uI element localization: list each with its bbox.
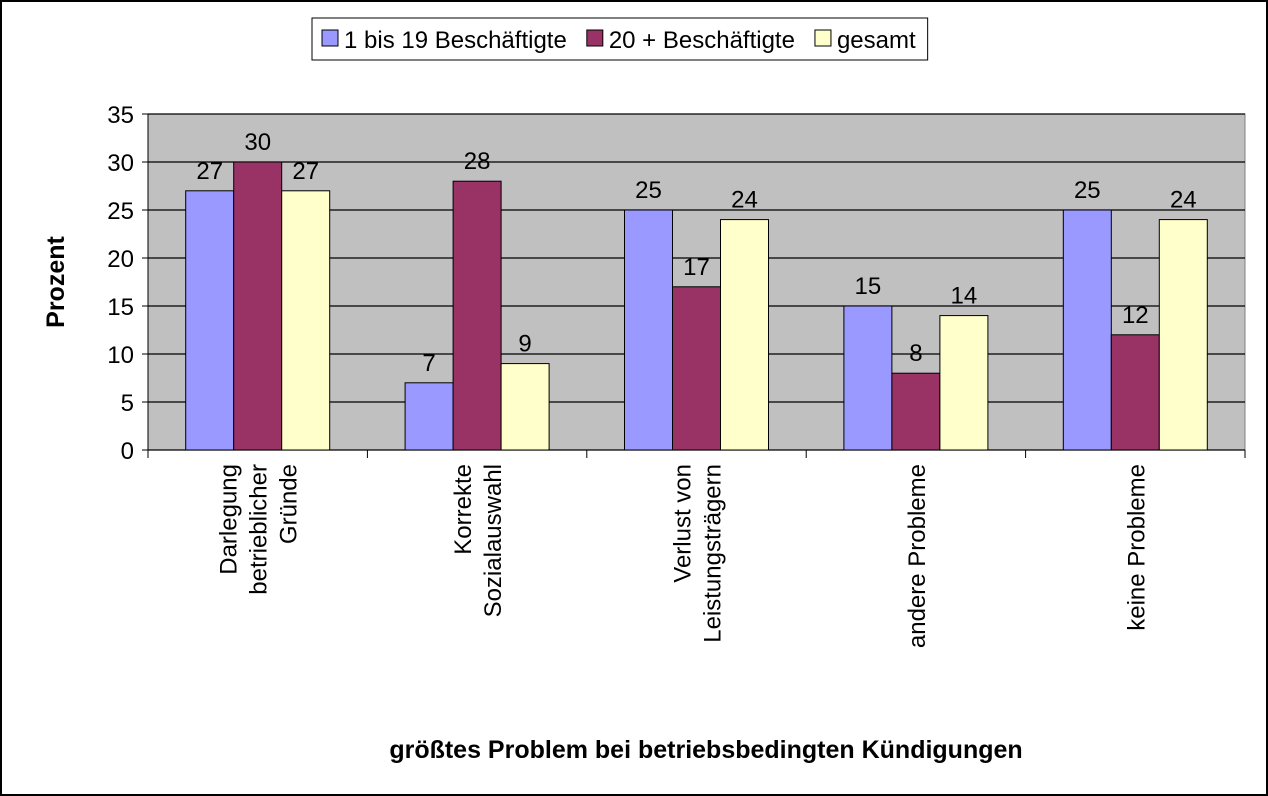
data-label: 25 — [1074, 177, 1101, 204]
bar — [720, 219, 769, 451]
bar — [452, 180, 502, 451]
x-tick-label: andere Probleme — [904, 464, 931, 648]
bar — [404, 382, 454, 451]
bar — [500, 363, 550, 451]
y-tick-label: 5 — [121, 390, 134, 417]
data-label: 25 — [635, 177, 662, 204]
y-tick-label: 0 — [121, 438, 134, 465]
bar — [1158, 219, 1208, 451]
x-axis-title: größtes Problem bei betriebsbedingten Kü… — [389, 736, 1022, 764]
bar — [624, 209, 673, 451]
y-tick-label: 35 — [107, 102, 134, 129]
legend-label: 1 bis 19 Beschäftigte — [344, 27, 567, 54]
bar — [939, 315, 989, 451]
data-label: 12 — [1122, 302, 1149, 329]
legend: 1 bis 19 Beschäftigte 20 + Beschäftigte ge… — [311, 17, 929, 61]
bar — [891, 372, 941, 451]
legend-swatch — [586, 29, 604, 47]
data-label: 24 — [1170, 187, 1197, 214]
bar — [672, 286, 721, 451]
x-tick-label: Darlegung betrieblicher Gründe — [216, 464, 303, 595]
y-tick-label: 25 — [107, 198, 134, 225]
x-tick-label: Verlust von Leistungsträgern — [670, 464, 727, 643]
data-label: 27 — [196, 158, 223, 185]
legend-label: 20 + Beschäftigte — [609, 27, 795, 54]
y-tick-label: 30 — [107, 150, 134, 177]
data-label: 27 — [292, 158, 319, 185]
bar — [1110, 334, 1160, 451]
data-label: 8 — [909, 340, 922, 367]
bar — [281, 190, 331, 451]
x-tick-label: keine Probleme — [1123, 464, 1150, 631]
data-label: 24 — [731, 187, 758, 214]
y-tick-label: 20 — [107, 246, 134, 273]
data-label: 14 — [951, 283, 978, 310]
data-label: 17 — [683, 254, 710, 281]
legend-swatch — [321, 29, 339, 47]
data-label: 15 — [855, 273, 882, 300]
data-label: 28 — [464, 148, 491, 175]
x-tick-label: Korrekte Sozialauswahl — [450, 464, 507, 617]
y-tick-label: 10 — [107, 342, 134, 369]
legend-label: gesamt — [837, 27, 916, 54]
bar — [233, 161, 283, 451]
data-label: 30 — [244, 129, 271, 156]
y-tick-label: 15 — [107, 294, 134, 321]
bar — [1062, 209, 1112, 451]
legend-swatch — [814, 29, 832, 47]
bar — [843, 305, 893, 451]
data-label: 9 — [518, 331, 531, 358]
y-axis-title: Prozent — [42, 235, 70, 327]
bar — [185, 190, 235, 451]
data-label: 7 — [422, 350, 435, 377]
